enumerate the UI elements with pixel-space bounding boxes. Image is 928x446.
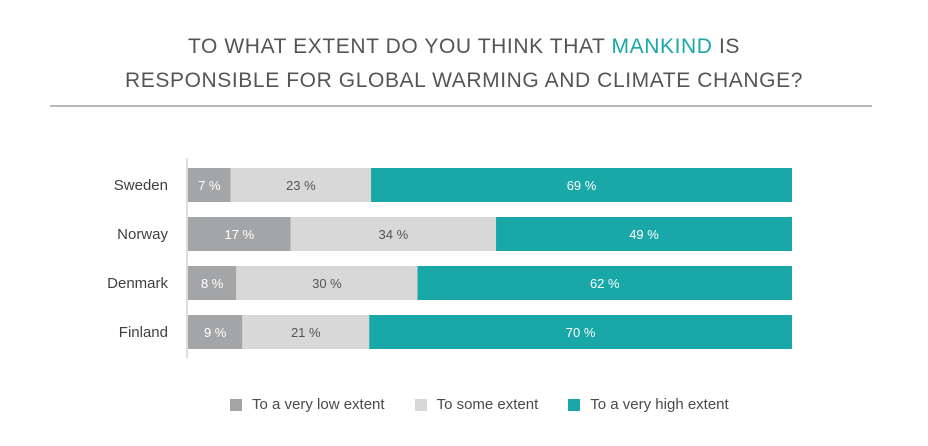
bar-finland-high [369, 315, 792, 349]
bar-denmark-high [417, 266, 792, 300]
data-label-denmark-high: 62 % [590, 276, 620, 291]
legend-swatch-low [230, 398, 242, 411]
title-line2: RESPONSIBLE FOR GLOBAL WARMING AND CLIMA… [124, 69, 803, 92]
bar-norway-low [188, 217, 291, 251]
bar-norway-high [496, 217, 792, 251]
bar-denmark-some [236, 266, 418, 300]
data-label-finland-low: 9 % [204, 325, 227, 340]
legend-label-low: To a very low extent [252, 396, 385, 413]
bar-norway-some [290, 217, 497, 251]
legend: To a very low extent To some extent To a… [230, 396, 729, 413]
data-label-finland-high: 70 % [566, 325, 596, 340]
bar-sweden-some [230, 168, 372, 202]
data-label-norway-low: 17 % [225, 227, 255, 242]
legend-label-high: To a very high extent [590, 396, 729, 413]
data-label-norway-some: 34 % [379, 227, 409, 242]
title-highlight: MANKIND [611, 35, 713, 58]
bar-sweden-high [371, 168, 792, 202]
bar-sweden-low [188, 168, 231, 202]
data-label-sweden-some: 23 % [286, 178, 316, 193]
bar-finland-low [188, 315, 243, 349]
title-divider [50, 105, 872, 107]
data-label-denmark-some: 30 % [312, 276, 342, 291]
legend-item-high: To a very high extent [568, 396, 729, 413]
title-line1-post: IS [712, 35, 741, 58]
legend-item-low: To a very low extent [230, 396, 385, 413]
legend-item-some: To some extent [414, 396, 539, 413]
category-label-denmark: Denmark [107, 275, 168, 292]
data-label-sweden-low: 7 % [198, 178, 221, 193]
chart-title: TO WHAT EXTENT DO YOU THINK THAT MANKIND… [0, 30, 928, 98]
data-label-denmark-low: 8 % [201, 276, 224, 291]
bar-denmark-low [188, 266, 237, 300]
category-label-finland: Finland [119, 324, 168, 341]
bar-finland-some [242, 315, 370, 349]
legend-swatch-some [414, 398, 427, 411]
data-label-norway-high: 49 % [629, 227, 659, 242]
category-label-sweden: Sweden [114, 177, 168, 194]
data-label-finland-some: 21 % [291, 325, 321, 340]
legend-label-some: To some extent [436, 396, 539, 413]
category-label-norway: Norway [117, 226, 168, 243]
legend-swatch-high [568, 398, 581, 411]
data-label-sweden-high: 69 % [567, 178, 597, 193]
title-line1-pre: TO WHAT EXTENT DO YOU THINK THAT [187, 35, 612, 58]
